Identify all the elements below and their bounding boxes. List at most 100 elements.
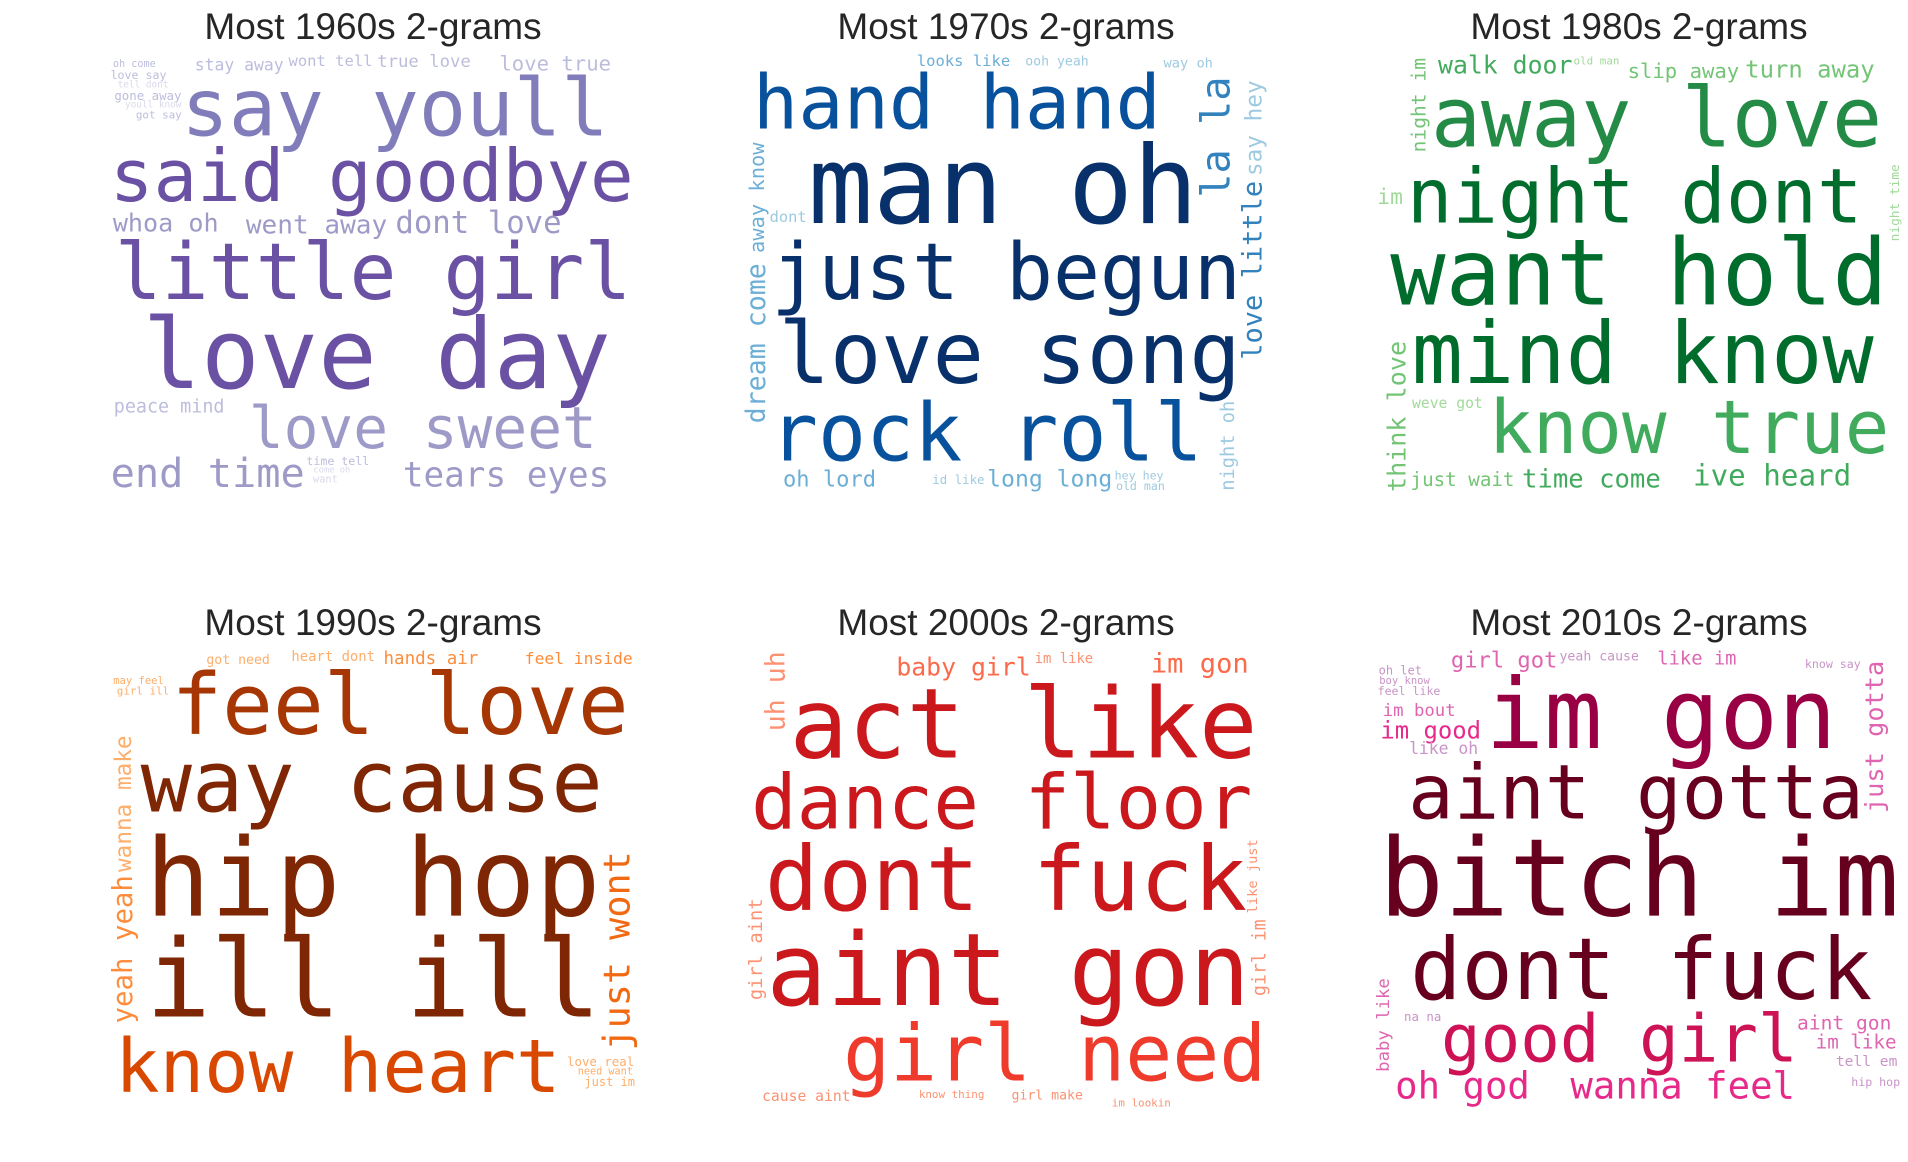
cloud-word: like im (1657, 648, 1736, 669)
cloud-word: love sweet (249, 394, 597, 462)
cloud-word: true love (377, 52, 471, 72)
cloud-word: tell em (1836, 1053, 1898, 1070)
cloud-word: just wont (595, 851, 638, 1050)
cloud-word: like oh (1409, 739, 1478, 758)
cloud-word: need want (578, 1066, 633, 1077)
wordcloud-panel-2010s: Most 2010s 2-grams bitch im aint gotta don… (1374, 596, 1904, 1116)
cloud-word: got need (206, 653, 270, 668)
cloud-word: weve got (1412, 395, 1483, 412)
panel-title: Most 1970s 2-grams (837, 6, 1175, 47)
cloud-word: little girl (115, 228, 632, 318)
cloud-word: tears eyes (403, 456, 609, 495)
cloud-word: time come (1522, 465, 1661, 494)
cloud-word: come oh (313, 466, 350, 476)
cloud-word: feel inside (525, 649, 633, 668)
cloud-word: cause aint (762, 1088, 850, 1105)
cloud-word: got say (136, 108, 182, 121)
cloud-word: aint gon (1797, 1012, 1891, 1035)
cloud-word: say hey (1241, 80, 1267, 176)
cloud-word: want (313, 474, 338, 486)
cloud-word: stay away (195, 56, 284, 75)
cloud-word: may feel (113, 675, 164, 687)
cloud-word: know say (1805, 657, 1861, 671)
cloud-word: feel like (1378, 684, 1441, 698)
cloud-word: just gotta (1860, 661, 1889, 813)
cloud-word: say youll (181, 62, 608, 154)
cloud-word: girl ill (117, 685, 169, 698)
cloud-word: oh god (1395, 1064, 1530, 1108)
cloud-word: oh come (113, 59, 156, 70)
panel-title: Most 1960s 2-grams (204, 6, 542, 47)
cloud-word: bitch im (1379, 817, 1899, 942)
cloud-word: girl im (1249, 919, 1270, 996)
cloud-word: ill ill (146, 918, 601, 1043)
cloud-word: act like (789, 668, 1257, 781)
cloud-word: la la (1193, 76, 1240, 197)
cloud-word: im like (1035, 651, 1094, 667)
cloud-word: hip hop (145, 817, 600, 942)
cloud-word: girl aint (746, 898, 767, 1000)
cloud-word: oh let (1379, 664, 1422, 678)
cloud-word: dont fuck (1410, 921, 1872, 1020)
cloud-word: im (1377, 185, 1403, 210)
wordcloud-panel-1970s: Most 1970s 2-grams just begun man oh love … (741, 0, 1271, 500)
cloud-word: love song (779, 305, 1241, 404)
cloud-word: away know (745, 142, 769, 253)
cloud-word: ive heard (1693, 459, 1851, 493)
cloud-word: time tell (306, 454, 369, 468)
cloud-word: wanna make (111, 735, 137, 872)
cloud-word: love say (111, 68, 167, 82)
cloud-word: im like (1816, 1031, 1897, 1054)
cloud-word: girl need (843, 1010, 1266, 1100)
cloud-word: dont fuck (765, 827, 1247, 931)
cloud-word: heart dont (291, 649, 375, 665)
cloud-word: im bout (1383, 701, 1456, 721)
panel-title: Most 2010s 2-grams (1470, 602, 1808, 643)
cloud-word: baby like (1374, 978, 1394, 1072)
cloud-word: uh uh (761, 651, 792, 731)
cloud-word: night time (1888, 164, 1903, 241)
cloud-word: end time (111, 450, 305, 494)
cloud-word: im gon (1151, 649, 1249, 680)
word-cloud: dont fuck dance floor aint gon act like girl… (741, 648, 1271, 1110)
cloud-word: away love (1431, 70, 1882, 167)
cloud-word: yeah yeah (108, 875, 139, 1023)
cloud-word: night im (1408, 58, 1431, 152)
cloud-word: baby girl (896, 653, 1030, 682)
cloud-word: just wait (1411, 468, 1515, 491)
cloud-word: peace mind (114, 397, 225, 418)
cloud-word: oh lord (783, 467, 876, 493)
cloud-word: girl make (1011, 1089, 1083, 1104)
panel-title: Most 1980s 2-grams (1470, 6, 1808, 47)
wordcloud-panel-1980s: Most 1980s 2-grams want hold night dont mi… (1374, 0, 1904, 500)
cloud-word: yeah cause (1559, 649, 1638, 664)
cloud-word: youll know (125, 100, 182, 111)
cloud-word: dream come (741, 263, 772, 423)
cloud-word: mind know (1412, 305, 1875, 404)
cloud-word: im lookin (1112, 1096, 1171, 1109)
cloud-word: tell dont (118, 80, 169, 91)
cloud-word: rock roll (770, 386, 1203, 479)
cloud-word: think love (1383, 341, 1412, 492)
cloud-word: id like (932, 472, 984, 487)
cloud-word: na na (1404, 1009, 1441, 1024)
cloud-word: feel love (171, 656, 628, 754)
cloud-word: aint gotta (1408, 749, 1864, 837)
cloud-word: dont love (395, 206, 561, 241)
cloud-word: long long (987, 467, 1112, 493)
cloud-word: love real (567, 1054, 634, 1069)
cloud-word: love little (1237, 181, 1268, 360)
word-cloud: want hold night dont mind know away love kno… (1374, 52, 1904, 494)
cloud-word: hands air (383, 649, 478, 669)
cloud-word: night dont (1407, 153, 1863, 241)
cloud-word: boy know (1379, 675, 1430, 687)
cloud-word: just im (584, 1075, 635, 1089)
cloud-word: like just (1245, 839, 1261, 913)
cloud-word: hip hop (1851, 1075, 1900, 1089)
cloud-word: know true (1488, 385, 1889, 471)
cloud-word: want hold (1390, 220, 1887, 327)
